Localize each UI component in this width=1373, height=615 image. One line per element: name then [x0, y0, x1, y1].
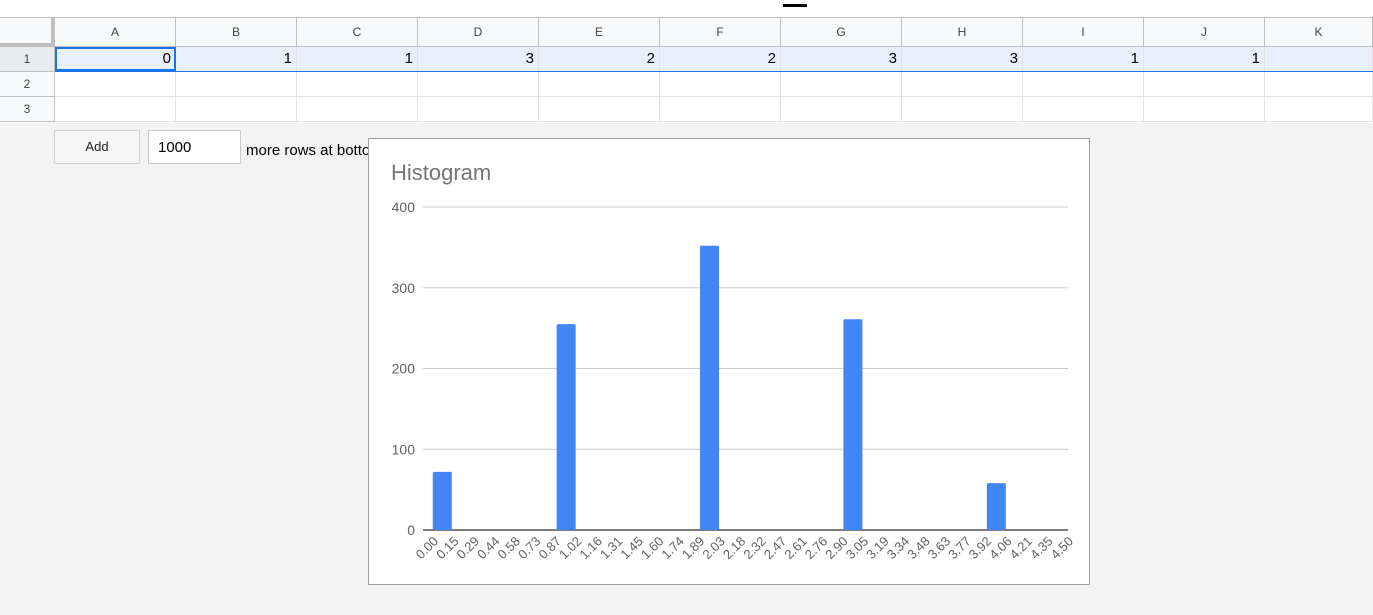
y-tick-label: 0: [407, 522, 415, 538]
cell-d3[interactable]: [418, 97, 539, 121]
column-header-c[interactable]: C: [297, 18, 418, 47]
column-header-f[interactable]: F: [660, 18, 781, 47]
cell-f1[interactable]: 2: [660, 47, 781, 71]
cell-i2[interactable]: [1023, 72, 1144, 96]
histogram-bar: [986, 483, 1006, 530]
cell-a3[interactable]: [55, 97, 176, 121]
table-row: [55, 97, 1373, 122]
chart-title: Histogram: [391, 160, 491, 185]
cell-h2[interactable]: [902, 72, 1023, 96]
cell-e1[interactable]: 2: [539, 47, 660, 71]
histogram-bar: [556, 324, 576, 530]
column-header-i[interactable]: I: [1023, 18, 1144, 47]
cell-k3[interactable]: [1265, 97, 1373, 121]
cell-i1[interactable]: 1: [1023, 47, 1144, 71]
add-rows-suffix: more rows at bottom.: [246, 142, 387, 159]
cell-h3[interactable]: [902, 97, 1023, 121]
y-tick-label: 200: [392, 361, 416, 377]
cell-a1[interactable]: 0: [55, 47, 176, 71]
cell-g2[interactable]: [781, 72, 902, 96]
add-rows-count-input[interactable]: 1000: [148, 130, 241, 164]
toolbar: [0, 0, 1373, 18]
cell-k2[interactable]: [1265, 72, 1373, 96]
column-header-e[interactable]: E: [539, 18, 660, 47]
select-all-corner[interactable]: [0, 18, 55, 47]
y-tick-label: 100: [392, 441, 416, 457]
cell-h1[interactable]: 3: [902, 47, 1023, 71]
column-header-h[interactable]: H: [902, 18, 1023, 47]
toolbar-mark: [783, 4, 807, 7]
column-header-b[interactable]: B: [176, 18, 297, 47]
column-header-j[interactable]: J: [1144, 18, 1265, 47]
cell-g1[interactable]: 3: [781, 47, 902, 71]
cell-g3[interactable]: [781, 97, 902, 121]
y-tick-label: 400: [392, 199, 416, 215]
cell-i3[interactable]: [1023, 97, 1144, 121]
cell-b1[interactable]: 1: [176, 47, 297, 71]
chart-svg: Histogram01002003004000.000.150.290.440.…: [391, 160, 1077, 563]
histogram-bar: [432, 471, 452, 530]
cell-c1[interactable]: 1: [297, 47, 418, 71]
cell-j3[interactable]: [1144, 97, 1265, 121]
column-header-g[interactable]: G: [781, 18, 902, 47]
x-tick-label: 4.50: [1048, 534, 1077, 563]
cell-e2[interactable]: [539, 72, 660, 96]
cell-f3[interactable]: [660, 97, 781, 121]
column-header-d[interactable]: D: [418, 18, 539, 47]
row-header-3[interactable]: 3: [0, 97, 55, 122]
histogram-bar: [843, 319, 863, 530]
cell-j1[interactable]: 1: [1144, 47, 1265, 71]
cell-c2[interactable]: [297, 72, 418, 96]
cell-k1[interactable]: [1265, 47, 1373, 71]
row-header-1[interactable]: 1: [0, 47, 55, 72]
cell-c3[interactable]: [297, 97, 418, 121]
column-header-a[interactable]: A: [55, 18, 176, 47]
cell-e3[interactable]: [539, 97, 660, 121]
cell-j2[interactable]: [1144, 72, 1265, 96]
add-rows-button[interactable]: Add: [54, 130, 140, 164]
y-tick-label: 300: [392, 280, 416, 296]
column-header-k[interactable]: K: [1265, 18, 1373, 47]
cell-a2[interactable]: [55, 72, 176, 96]
cell-b3[interactable]: [176, 97, 297, 121]
cell-f2[interactable]: [660, 72, 781, 96]
histogram-chart[interactable]: Histogram 0 100 200 300 400 0.00 0.15 0.29 0.44 0.…: [368, 138, 1090, 585]
cell-b2[interactable]: [176, 72, 297, 96]
cell-d1[interactable]: 3: [418, 47, 539, 71]
histogram-bar: [700, 245, 720, 530]
table-row: [55, 72, 1373, 97]
row-selection-line: [55, 71, 1373, 72]
cell-d2[interactable]: [418, 72, 539, 96]
row-header-2[interactable]: 2: [0, 72, 55, 97]
